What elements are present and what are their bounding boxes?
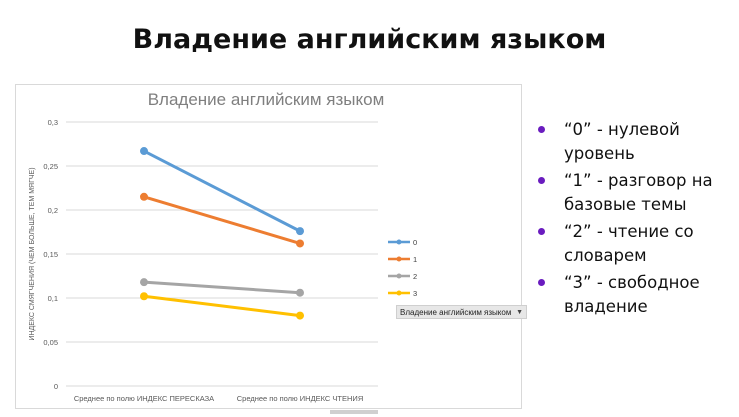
slide-title: Владение английским языком bbox=[132, 24, 607, 55]
x-tick-label: Среднее по полю ИНДЕКС ЧТЕНИЯ bbox=[237, 394, 364, 403]
legend-label: 2 bbox=[413, 272, 417, 281]
bullet-dot-icon bbox=[538, 228, 545, 235]
y-tick-label: 0 bbox=[54, 382, 58, 391]
y-axis-label: ИНДЕКС СМЯГЧЕНИЯ (ЧЕМ БОЛЬШЕ, ТЕМ МЯГЧЕ) bbox=[29, 167, 36, 340]
bullet-item: “1” - разговор на базовые темы bbox=[538, 169, 738, 216]
legend-marker-1 bbox=[396, 256, 402, 262]
series-line-2 bbox=[142, 280, 302, 295]
legend-marker-3 bbox=[396, 290, 402, 296]
legend-filter-button[interactable]: Владение английским языком ▼ bbox=[396, 305, 527, 319]
y-tick-label: 0,15 bbox=[43, 250, 58, 259]
series-line-0 bbox=[142, 149, 302, 233]
bullet-text: “3” - свободное владение bbox=[564, 273, 700, 316]
data-point-1 bbox=[140, 192, 148, 201]
bullet-dot-icon bbox=[538, 177, 545, 184]
y-tick-label: 0,25 bbox=[43, 162, 58, 171]
data-point-0 bbox=[140, 147, 148, 156]
line-chart: Владение английским языком 0 0,05 0,1 0,15 0,… bbox=[29, 90, 417, 403]
series-line-3 bbox=[142, 294, 302, 318]
y-tick-label: 0,2 bbox=[48, 206, 58, 215]
bullet-text: “1” - разговор на базовые темы bbox=[564, 171, 713, 214]
data-point-3 bbox=[296, 311, 304, 320]
bullet-item: “3” - свободное владение bbox=[538, 271, 738, 318]
series-line-1 bbox=[142, 195, 302, 245]
chart-frame: Владение английским языком 0 0,05 0,1 0,15 0,… bbox=[15, 84, 527, 409]
legend-label: 1 bbox=[413, 255, 417, 264]
bullet-item: “0” - нулевой уровень bbox=[538, 118, 738, 165]
bullet-text: “2” - чтение со словарем bbox=[564, 222, 694, 265]
data-point-1 bbox=[296, 239, 304, 248]
legend-label: 3 bbox=[413, 289, 417, 298]
bullet-dot-icon bbox=[538, 279, 545, 286]
legend-label: 0 bbox=[413, 238, 417, 247]
legend-title: Владение английским языком bbox=[400, 308, 512, 317]
y-tick-label: 0,3 bbox=[48, 118, 58, 127]
data-point-0 bbox=[296, 227, 304, 236]
data-point-2 bbox=[296, 288, 304, 297]
y-tick-label: 0,1 bbox=[48, 294, 58, 303]
chart-title: Владение английским языком bbox=[148, 90, 385, 109]
bullet-list: “0” - нулевой уровень “1” - разговор на … bbox=[538, 118, 738, 322]
data-point-2 bbox=[140, 278, 148, 287]
dropdown-arrow-icon: ▼ bbox=[516, 309, 523, 316]
scroll-indicator bbox=[330, 410, 378, 414]
y-tick-label: 0,05 bbox=[43, 338, 58, 347]
bullet-text: “0” - нулевой уровень bbox=[564, 120, 680, 163]
x-tick-label: Среднее по полю ИНДЕКС ПЕРЕСКАЗА bbox=[74, 394, 214, 403]
bullet-dot-icon bbox=[538, 126, 545, 133]
data-point-3 bbox=[140, 292, 148, 301]
bullet-item: “2” - чтение со словарем bbox=[538, 220, 738, 267]
legend-marker-2 bbox=[396, 273, 402, 279]
legend-marker-0 bbox=[396, 239, 402, 245]
